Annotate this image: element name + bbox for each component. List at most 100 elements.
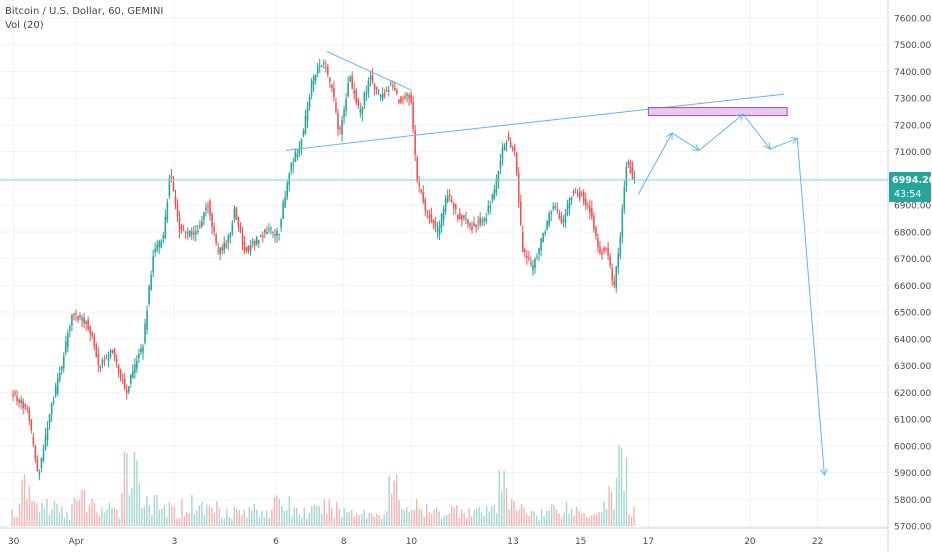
price-tick-label: 7600.00 <box>894 15 931 25</box>
volume-bar <box>570 508 573 526</box>
volume-bar <box>76 500 78 526</box>
candle-body <box>190 231 193 235</box>
projection-segment[interactable] <box>671 132 700 151</box>
volume-bar <box>303 507 305 526</box>
candle-body <box>300 139 303 149</box>
trend-line[interactable] <box>411 93 784 137</box>
candle-body <box>371 74 374 83</box>
volume-bar <box>101 507 103 526</box>
candle-body <box>158 240 161 248</box>
candle-body <box>237 217 240 228</box>
triangle-lower-line[interactable] <box>286 135 412 151</box>
symbol-legend: Bitcoin / U.S. Dollar, 60, GEMINI <box>5 6 164 17</box>
candle-body <box>160 240 163 248</box>
candle-body <box>517 173 520 203</box>
volume-bar <box>291 516 293 526</box>
projection-segment[interactable] <box>770 137 798 150</box>
volume-bar <box>313 504 315 526</box>
candle-body <box>432 219 435 224</box>
volume-bar <box>253 504 256 526</box>
projection-segment[interactable] <box>698 113 744 151</box>
candle-body <box>536 256 538 258</box>
volume-bar <box>306 518 308 526</box>
candle-body <box>318 65 321 67</box>
volume-bar <box>16 516 18 526</box>
candle-body <box>552 206 555 209</box>
volume-bar <box>540 508 543 526</box>
volume-bar <box>381 519 383 526</box>
triangle-upper-line[interactable] <box>326 50 412 91</box>
candle-body <box>442 208 445 221</box>
candle-body <box>377 92 380 94</box>
volume-bar <box>143 506 146 526</box>
candle-body <box>97 353 100 366</box>
candle-body <box>542 233 544 242</box>
price-axis[interactable] <box>889 0 932 550</box>
volume-bar <box>628 513 630 526</box>
candle-body <box>633 177 636 179</box>
candle-body <box>308 96 311 107</box>
resistance-zone[interactable] <box>647 107 788 117</box>
volume-bar <box>418 508 420 526</box>
candle-body <box>54 385 57 395</box>
candle-body <box>469 223 471 227</box>
candle-body <box>44 435 47 450</box>
volume-bar <box>568 514 570 526</box>
volume-bar <box>138 483 141 526</box>
candle-body <box>87 319 89 329</box>
candle-body <box>152 256 154 273</box>
volume-bar <box>131 487 133 526</box>
volume-bar <box>258 516 261 526</box>
volume-bar <box>186 512 188 526</box>
volume-bar <box>266 510 268 526</box>
candle-body <box>107 358 110 362</box>
candle-body <box>436 228 439 232</box>
time-tick-label: Apr <box>69 537 85 547</box>
volume-bar <box>158 509 161 526</box>
candle-body <box>568 198 571 208</box>
volume-bar <box>490 506 493 526</box>
candle-body <box>515 153 518 174</box>
candle-body <box>459 213 461 220</box>
candle-body <box>278 233 280 235</box>
candle-body <box>28 410 31 420</box>
volume-bar <box>366 518 368 526</box>
candle-body <box>387 89 390 92</box>
volume-bar <box>271 509 273 526</box>
volume-bar <box>448 513 450 526</box>
projection-arrowhead <box>820 468 828 477</box>
volume-bar <box>321 513 323 526</box>
candle-body <box>353 89 356 94</box>
candle-body <box>576 194 579 196</box>
candle-body <box>623 186 626 209</box>
price-tick-label: 6200.00 <box>894 389 931 399</box>
candle-body <box>586 205 589 207</box>
candle-body <box>444 198 447 212</box>
volume-bar <box>111 507 113 526</box>
candle-body <box>513 146 516 151</box>
candle-body <box>136 360 138 370</box>
volume-bar <box>548 510 550 526</box>
volume-bar <box>470 516 473 526</box>
candle-body <box>578 192 581 199</box>
volume-bar <box>495 512 498 526</box>
candle-body <box>487 205 490 213</box>
candle-body <box>450 199 453 203</box>
candle-body <box>162 235 165 239</box>
candle-body <box>304 116 307 134</box>
projection-segment[interactable] <box>796 138 825 476</box>
volume-bar <box>445 514 448 526</box>
candle-body <box>79 315 81 318</box>
candle-body <box>46 427 49 441</box>
candle-body <box>188 230 191 237</box>
candle-body <box>428 214 431 218</box>
price-tick-label: 6500.00 <box>894 309 931 319</box>
candle-body <box>410 94 412 103</box>
volume-bar <box>181 498 183 526</box>
projection-segment[interactable] <box>742 113 771 150</box>
candle-body <box>201 221 203 227</box>
projection-segment[interactable] <box>637 132 673 195</box>
volume-bar <box>498 470 500 526</box>
